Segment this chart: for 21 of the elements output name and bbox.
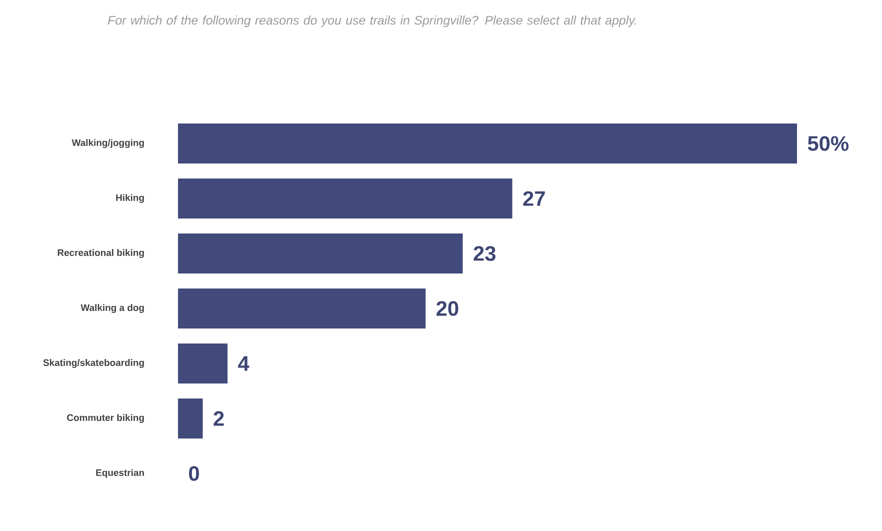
y-tick-label: Skating/skateboarding <box>43 359 144 368</box>
data-label: 20 <box>436 301 458 316</box>
data-label: 2 <box>214 411 224 426</box>
bar <box>178 288 426 328</box>
chart-title: For which of the following reasons do you use trails in Springville? Please select all that apply. <box>108 16 636 28</box>
data-label: 27 <box>523 191 545 206</box>
bar <box>178 343 228 384</box>
y-tick-label: Commuter biking <box>67 414 144 423</box>
y-tick-label: Equestrian <box>96 469 144 478</box>
data-label: 0 <box>189 466 199 481</box>
bar <box>178 124 798 164</box>
y-tick-label: Walking/jogging <box>72 139 144 148</box>
y-tick-label: Hiking <box>116 194 144 203</box>
y-tick-label: Recreational biking <box>58 249 144 258</box>
y-tick-label: Walking a dog <box>80 304 144 313</box>
bar <box>178 178 512 218</box>
bar <box>178 233 463 274</box>
data-label: 23 <box>474 246 496 261</box>
data-label: 4 <box>238 356 250 371</box>
data-label: 50% <box>808 136 849 151</box>
bar <box>178 398 203 438</box>
